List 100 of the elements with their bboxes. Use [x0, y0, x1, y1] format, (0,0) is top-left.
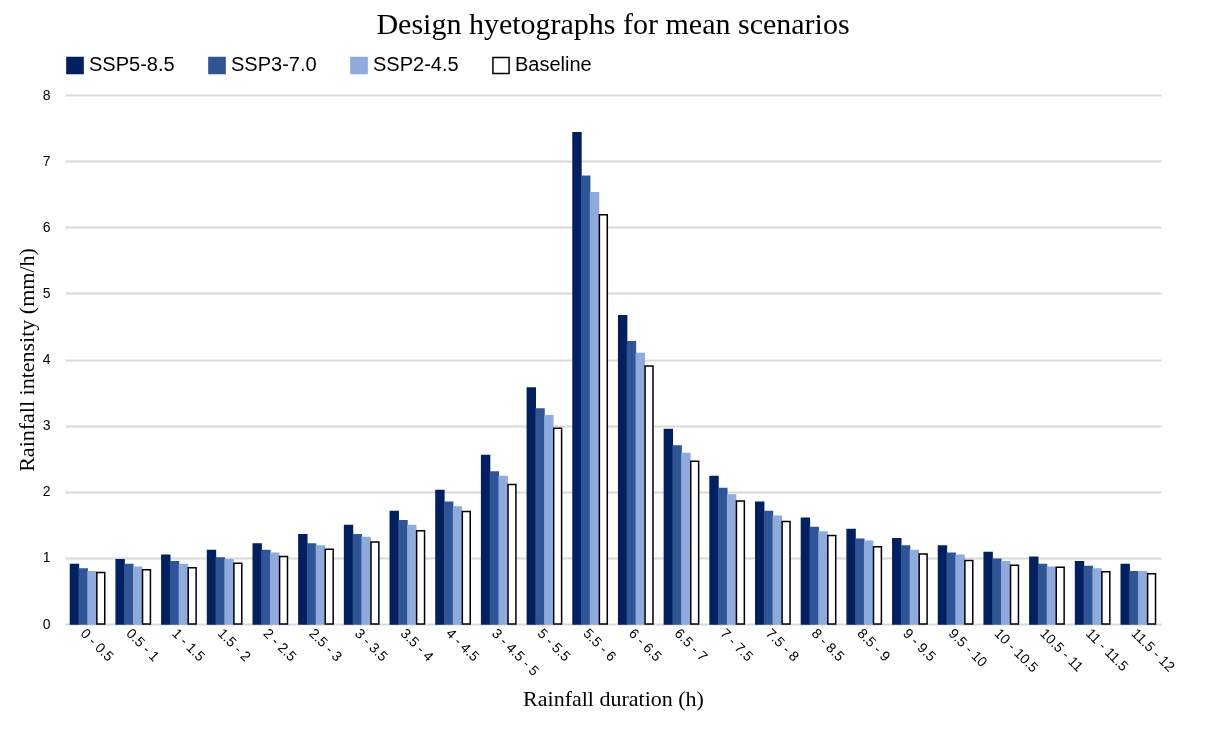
bar	[1037, 563, 1048, 625]
bar	[1129, 571, 1139, 625]
x-axis-title: Rainfall duration (h)	[523, 685, 704, 711]
bar	[343, 524, 354, 625]
x-tick-label: 6.5 - 7	[671, 625, 712, 665]
bar	[315, 545, 326, 625]
bar	[1138, 571, 1148, 625]
bar	[918, 553, 928, 625]
bar	[983, 551, 993, 625]
bar	[681, 452, 691, 625]
bar	[96, 571, 106, 625]
bar	[964, 559, 974, 625]
bar	[252, 543, 262, 625]
legend-label: SSP3-7.0	[231, 53, 317, 76]
x-tick-label: 3.5 - 4	[397, 625, 438, 665]
x-tick-label: 9 - 9.5	[900, 625, 940, 665]
y-axis-title: Rainfall intensity (mm/h)	[13, 248, 39, 472]
bar	[407, 524, 417, 625]
bar	[261, 549, 271, 625]
x-tick-label: 2.5 - 3	[306, 625, 346, 665]
bar	[452, 506, 463, 625]
bar	[809, 526, 819, 625]
bar	[846, 528, 856, 625]
bar	[161, 554, 171, 625]
bar	[370, 541, 380, 625]
bar	[581, 175, 591, 625]
bar	[572, 131, 582, 625]
x-tick-label: 8 - 8.5	[808, 625, 849, 665]
bar	[735, 500, 746, 625]
legend-label: Baseline	[515, 53, 592, 76]
x-tick-label: 9.5 - 10	[945, 625, 991, 671]
bar	[233, 562, 243, 625]
bar	[1001, 561, 1011, 625]
bar	[726, 494, 737, 625]
x-tick-label: 5.5 - 6	[580, 625, 620, 665]
x-tick-label: 1.5 - 2	[214, 625, 255, 665]
bar	[937, 545, 948, 625]
bar	[535, 408, 545, 625]
bar	[827, 534, 837, 625]
y-tick-label: 3	[42, 417, 51, 434]
bar	[507, 483, 517, 625]
bar	[617, 315, 628, 625]
bar	[270, 552, 280, 625]
bar	[69, 563, 80, 625]
x-tick-label: 7 - 7.5	[717, 625, 757, 665]
bar	[872, 545, 883, 625]
bar	[278, 555, 289, 625]
y-tick-label: 1	[42, 549, 51, 566]
bar	[480, 454, 491, 625]
x-tick-label: 8.5 - 9	[854, 625, 894, 665]
chart-title: Design hyetographs for mean scenarios	[376, 7, 850, 40]
bar	[461, 510, 471, 625]
x-tick-label: 0 - 0.5	[77, 625, 118, 665]
bar	[644, 365, 654, 625]
bar	[900, 545, 911, 625]
bar	[1029, 556, 1039, 625]
bar	[187, 567, 197, 625]
bar	[781, 520, 791, 625]
bar	[1092, 568, 1102, 625]
y-tick-label: 0	[42, 615, 51, 632]
y-tick-label: 4	[42, 351, 51, 367]
bar	[863, 540, 874, 625]
y-tick-label: 8	[42, 86, 51, 103]
bar	[87, 571, 97, 625]
bar	[1101, 571, 1111, 625]
bar	[415, 530, 426, 625]
bar	[124, 563, 134, 625]
x-tick-label: 0.5 - 1	[123, 625, 163, 665]
bar	[132, 566, 143, 625]
bar	[598, 213, 609, 625]
bar	[1055, 566, 1065, 625]
y-tick-label: 5	[42, 284, 51, 301]
y-tick-label: 6	[42, 218, 51, 235]
bar	[361, 536, 371, 625]
bar	[755, 501, 765, 625]
bar	[718, 487, 728, 625]
bar	[435, 489, 445, 625]
bar	[709, 475, 719, 625]
bar	[955, 554, 965, 625]
bar	[306, 543, 317, 625]
bar	[589, 192, 600, 625]
bar	[1146, 573, 1157, 625]
x-tick-label: 4 - 4.5	[443, 625, 483, 665]
bar	[892, 537, 902, 625]
y-tick-label: 7	[42, 152, 51, 169]
x-tick-label: 5 - 5.5	[534, 625, 575, 665]
bar	[855, 538, 865, 625]
x-tick-label: 6 - 6.5	[625, 625, 666, 665]
bar	[1074, 561, 1085, 625]
bar	[324, 548, 334, 625]
bar	[818, 531, 828, 625]
x-tick-label: 7.5 - 8	[763, 625, 803, 665]
x-tick-label: 3 - 3.5	[351, 625, 392, 665]
bar	[206, 549, 217, 625]
legend-label: SSP5-8.5	[89, 53, 175, 76]
bar	[552, 427, 563, 625]
bar	[992, 558, 1002, 625]
x-tick-label: 2 - 2.5	[260, 625, 300, 665]
bar	[398, 520, 408, 625]
y-tick-label: 2	[42, 483, 51, 500]
